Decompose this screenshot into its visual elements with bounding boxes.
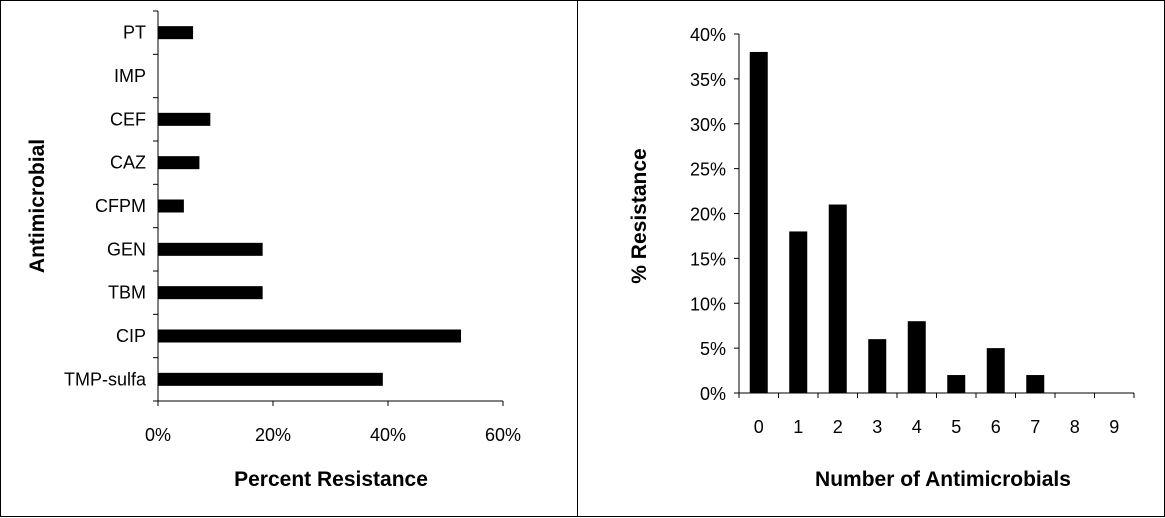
x-tick-label: 0%: [145, 425, 171, 445]
left-chart-panel: 0% 20% 40% 60% PT IMP CEF CAZ CFPM GEN TBM CIP TMP-s…: [0, 0, 578, 517]
bar: [947, 375, 966, 393]
y-axis-title: Antimicrobial: [26, 139, 49, 273]
right-chart-panel: 0% 5% 10% 15% 20% 25% 30% 35% 40% 0 1 2 3 4 5 6 7 8 9 Numb…: [577, 0, 1165, 517]
y-tick-label: 5%: [700, 339, 726, 359]
y-tick-label: TBM: [108, 283, 146, 303]
y-tick-label: 35%: [690, 70, 726, 90]
y-tick-label: PT: [123, 23, 146, 43]
bar: [986, 348, 1005, 393]
y-tick-label: CFPM: [95, 196, 146, 216]
bar: [749, 51, 768, 393]
bar: [158, 242, 263, 256]
y-tick-label: CEF: [110, 109, 146, 129]
x-tick-label: 20%: [255, 425, 291, 445]
x-axis-title: Number of Antimicrobials: [815, 468, 1071, 491]
y-tick-label: 40%: [690, 25, 726, 45]
bar: [789, 231, 808, 393]
y-tick-label: 25%: [690, 160, 726, 180]
x-tick-label: 9: [1109, 417, 1119, 437]
x-tick-label: 4: [912, 417, 922, 437]
y-tick-label: TMP-sulfa: [64, 369, 147, 389]
bar: [1026, 375, 1045, 393]
x-tick-label: 5: [951, 417, 961, 437]
x-tick-label: 1: [793, 417, 803, 437]
y-tick-label: 10%: [690, 294, 726, 314]
y-tick-label: 30%: [690, 115, 726, 135]
y-tick-label: 0%: [700, 384, 726, 404]
x-axis-title: Percent Resistance: [234, 468, 428, 491]
x-tick-label: 6: [991, 417, 1001, 437]
bar: [158, 26, 194, 40]
x-tick-label: 3: [872, 417, 882, 437]
x-tick-label: 7: [1030, 417, 1040, 437]
y-tick-label: 15%: [690, 249, 726, 269]
vertical-bar-chart: 0% 5% 10% 15% 20% 25% 30% 35% 40% 0 1 2 3 4 5 6 7 8 9 Numb…: [628, 25, 1135, 491]
x-tick-label: 2: [833, 417, 843, 437]
x-tick-label: 40%: [370, 425, 406, 445]
x-tick-label: 8: [1070, 417, 1080, 437]
y-tick-label: CAZ: [110, 153, 146, 173]
bar: [158, 329, 462, 343]
y-tick-label: 20%: [690, 205, 726, 225]
bar: [158, 199, 184, 213]
horizontal-bar-chart: 0% 20% 40% 60% PT IMP CEF CAZ CFPM GEN TBM CIP TMP-s…: [26, 10, 521, 491]
bar: [907, 321, 926, 393]
x-tick-label: 60%: [485, 425, 521, 445]
y-tick-label: GEN: [107, 239, 146, 259]
y-tick-label: IMP: [114, 66, 146, 86]
bar: [158, 112, 211, 126]
x-tick-label: 0: [754, 417, 764, 437]
bar: [868, 339, 887, 393]
bar: [828, 204, 847, 393]
bar: [158, 286, 263, 300]
bar: [158, 156, 200, 170]
y-tick-label: CIP: [116, 326, 146, 346]
y-axis-title: % Resistance: [628, 148, 651, 283]
bar: [158, 372, 383, 386]
